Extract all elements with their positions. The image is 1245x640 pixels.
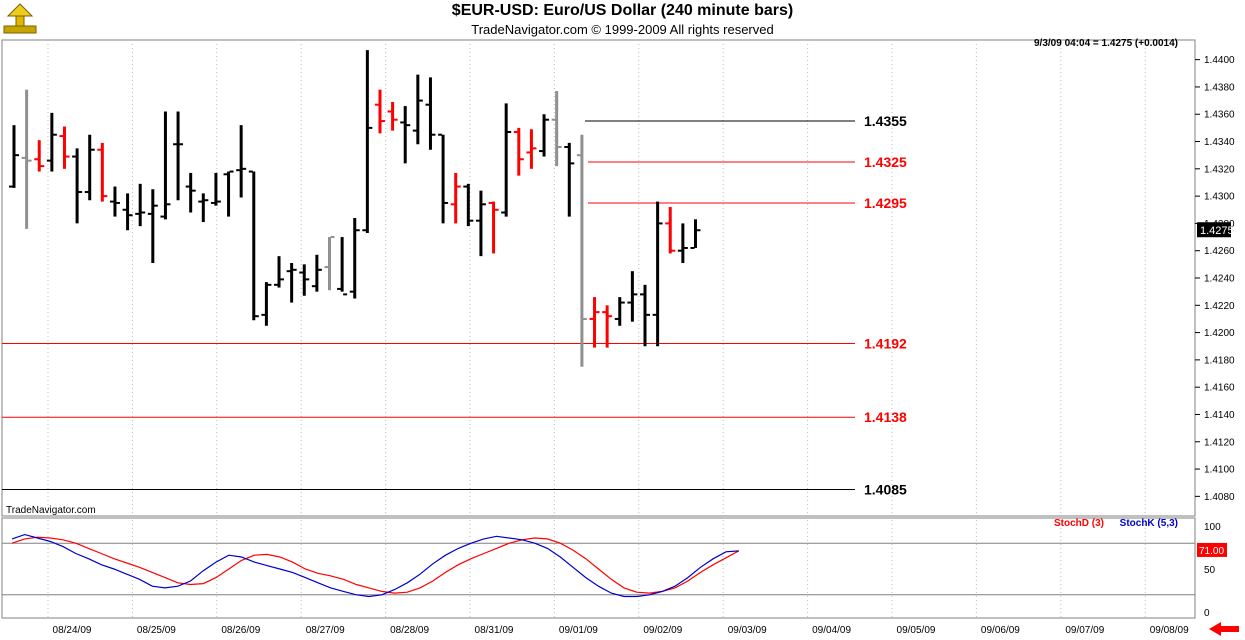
price-tick-label: 1.4340 (1204, 137, 1235, 148)
price-tick-label: 1.4300 (1204, 192, 1235, 203)
date-tick-label: 09/01/09 (559, 625, 598, 636)
stochastic-layer: 100 50 0 StochD (3) StochK (5,3) 71.00 (2, 518, 1227, 619)
price-tick-label: 1.4400 (1204, 55, 1235, 66)
level-label: 1.4355 (864, 113, 907, 129)
date-tick-label: 08/31/09 (475, 625, 514, 636)
stoch-series-line (11, 536, 740, 594)
price-tick-label: 1.4100 (1204, 465, 1235, 476)
chart-subtitle: TradeNavigator.com © 1999-2009 All right… (471, 22, 774, 37)
level-label: 1.4085 (864, 482, 907, 498)
date-tick-label: 09/06/09 (981, 625, 1020, 636)
trade-navigator-logo-icon[interactable] (2, 2, 38, 36)
price-tick-label: 1.4080 (1204, 492, 1235, 503)
level-label: 1.4295 (864, 195, 907, 211)
date-tick-label: 08/27/09 (306, 625, 345, 636)
axis-layer: 08/24/09 08/25/09 08/26/09 08/27/09 08/28/09… (53, 55, 1235, 636)
date-tick-label: 09/08/09 (1150, 625, 1189, 636)
date-tick-label: 09/02/09 (643, 625, 682, 636)
stoch-tick-label: 100 (1204, 522, 1221, 533)
date-tick-label: 08/24/09 (53, 625, 92, 636)
scroll-back-arrow-icon[interactable] (1209, 622, 1239, 636)
date-tick-label: 09/05/09 (897, 625, 936, 636)
stoch-tick-label: 0 (1204, 608, 1210, 619)
date-tick-label: 09/03/09 (728, 625, 767, 636)
stoch-legend-d: StochD (3) (1054, 518, 1104, 529)
watermark-label: TradeNavigator.com (6, 505, 96, 516)
date-tick-label: 08/26/09 (221, 625, 260, 636)
price-bars-layer (9, 50, 701, 367)
level-label: 1.4325 (864, 154, 907, 170)
level-label: 1.4192 (864, 336, 907, 352)
level-lines-layer: 1.4355 1.4325 1.4295 1.4192 1.4138 1.4085 (2, 113, 907, 498)
date-tick-label: 09/04/09 (812, 625, 851, 636)
price-tick-label: 1.4320 (1204, 164, 1235, 175)
stoch-series-line (11, 533, 739, 598)
stoch-legend-k: StochK (5,3) (1120, 518, 1178, 529)
date-tick-label: 08/25/09 (137, 625, 176, 636)
date-tick-label: 09/07/09 (1065, 625, 1104, 636)
grid-layer (1, 39, 1196, 619)
date-tick-label: 08/28/09 (390, 625, 429, 636)
stoch-panel-frame (1, 517, 1196, 619)
price-tick-label: 1.4360 (1204, 110, 1235, 121)
price-tick-label: 1.4260 (1204, 246, 1235, 257)
last-price-label: 1.4275 (1200, 225, 1234, 237)
stoch-value-label: 71.00 (1199, 546, 1224, 557)
price-tick-label: 1.4120 (1204, 437, 1235, 448)
price-panel-frame (1, 39, 1196, 517)
stoch-value-box (1197, 542, 1227, 557)
stoch-tick-label: 50 (1204, 565, 1216, 576)
price-tick-label: 1.4240 (1204, 274, 1235, 285)
price-tick-label: 1.4160 (1204, 383, 1235, 394)
price-tick-label: 1.4180 (1204, 355, 1235, 366)
price-tick-label: 1.4220 (1204, 301, 1235, 312)
level-label: 1.4138 (864, 409, 907, 425)
chart-title: $EUR-USD: Euro/US Dollar (240 minute bar… (451, 2, 794, 19)
price-tick-label: 1.4380 (1204, 82, 1235, 93)
price-tick-label: 1.4200 (1204, 328, 1235, 339)
last-price-box (1197, 222, 1231, 238)
price-tick-label: 1.4140 (1204, 410, 1235, 421)
status-readout: 9/3/09 04:04 = 1.4275 (+0.0014) (1034, 38, 1178, 49)
